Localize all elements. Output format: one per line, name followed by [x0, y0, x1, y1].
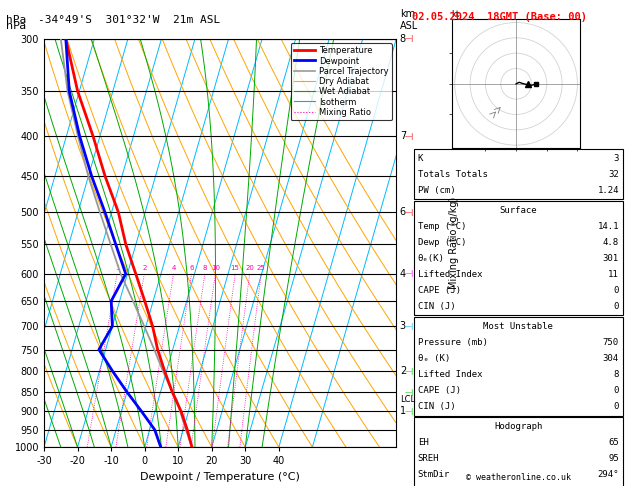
Text: —|: —| [404, 208, 414, 216]
Text: CIN (J): CIN (J) [418, 402, 455, 411]
Text: 304: 304 [603, 354, 619, 363]
Text: 3: 3 [613, 154, 619, 163]
Text: 95: 95 [608, 454, 619, 463]
Text: 4: 4 [400, 269, 406, 279]
Text: CAPE (J): CAPE (J) [418, 386, 460, 395]
Text: -34°49'S  301°32'W  21m ASL: -34°49'S 301°32'W 21m ASL [38, 15, 220, 25]
Text: —|: —| [404, 133, 414, 140]
Text: Lifted Index: Lifted Index [418, 370, 482, 379]
Text: 7: 7 [400, 131, 406, 141]
Text: 294°: 294° [598, 470, 619, 479]
Text: —|: —| [404, 270, 414, 278]
Text: 15: 15 [231, 264, 240, 271]
Text: CAPE (J): CAPE (J) [418, 286, 460, 295]
Text: kt: kt [452, 10, 460, 19]
Text: EH: EH [418, 438, 428, 447]
Legend: Temperature, Dewpoint, Parcel Trajectory, Dry Adiabat, Wet Adiabat, Isotherm, Mi: Temperature, Dewpoint, Parcel Trajectory… [291, 43, 392, 120]
Text: 0: 0 [613, 286, 619, 295]
Text: PW (cm): PW (cm) [418, 186, 455, 195]
Text: 32: 32 [608, 170, 619, 179]
Text: —|: —| [404, 368, 414, 375]
Text: 3: 3 [400, 321, 406, 331]
Text: 0: 0 [613, 302, 619, 311]
Text: 0: 0 [613, 386, 619, 395]
Text: 4.8: 4.8 [603, 238, 619, 247]
Text: K: K [418, 154, 423, 163]
Text: 301: 301 [603, 254, 619, 263]
Text: Surface: Surface [499, 206, 537, 215]
Text: 6: 6 [400, 207, 406, 217]
Text: —|: —| [404, 35, 414, 42]
Text: 1: 1 [115, 264, 120, 271]
Text: 02.05.2024  18GMT (Base: 00): 02.05.2024 18GMT (Base: 00) [412, 12, 587, 22]
Text: 8: 8 [203, 264, 207, 271]
Text: Totals Totals: Totals Totals [418, 170, 487, 179]
X-axis label: Dewpoint / Temperature (°C): Dewpoint / Temperature (°C) [140, 472, 300, 482]
Text: 20: 20 [245, 264, 254, 271]
Text: Most Unstable: Most Unstable [483, 322, 554, 331]
Text: Temp (°C): Temp (°C) [418, 222, 466, 231]
Text: —|: —| [404, 323, 414, 330]
Text: —|: —| [404, 388, 414, 396]
Text: θₑ(K): θₑ(K) [418, 254, 445, 263]
Text: 6: 6 [189, 264, 194, 271]
Text: StmDir: StmDir [418, 470, 450, 479]
Text: 8: 8 [613, 370, 619, 379]
Y-axis label: hPa: hPa [6, 21, 26, 31]
Text: SREH: SREH [418, 454, 439, 463]
Text: 1: 1 [400, 406, 406, 417]
Text: θₑ (K): θₑ (K) [418, 354, 450, 363]
Text: Hodograph: Hodograph [494, 422, 542, 431]
Text: 65: 65 [608, 438, 619, 447]
Text: Pressure (mb): Pressure (mb) [418, 338, 487, 347]
Text: © weatheronline.co.uk: © weatheronline.co.uk [466, 473, 571, 482]
Text: 1.24: 1.24 [598, 186, 619, 195]
Text: 11: 11 [608, 270, 619, 279]
Text: —|: —| [404, 408, 414, 415]
Text: 4: 4 [171, 264, 175, 271]
Text: LCL: LCL [400, 396, 415, 404]
Text: hPa: hPa [6, 15, 26, 25]
Text: 8: 8 [400, 34, 406, 44]
Text: 750: 750 [603, 338, 619, 347]
Text: Lifted Index: Lifted Index [418, 270, 482, 279]
Text: Dewp (°C): Dewp (°C) [418, 238, 466, 247]
Text: 14.1: 14.1 [598, 222, 619, 231]
Text: CIN (J): CIN (J) [418, 302, 455, 311]
Text: km
ASL: km ASL [400, 9, 418, 31]
Text: 25: 25 [257, 264, 265, 271]
Text: Mixing Ratio (g/kg): Mixing Ratio (g/kg) [449, 197, 459, 289]
Text: 0: 0 [613, 402, 619, 411]
Text: 2: 2 [142, 264, 147, 271]
Text: 2: 2 [400, 366, 406, 377]
Text: 10: 10 [211, 264, 220, 271]
